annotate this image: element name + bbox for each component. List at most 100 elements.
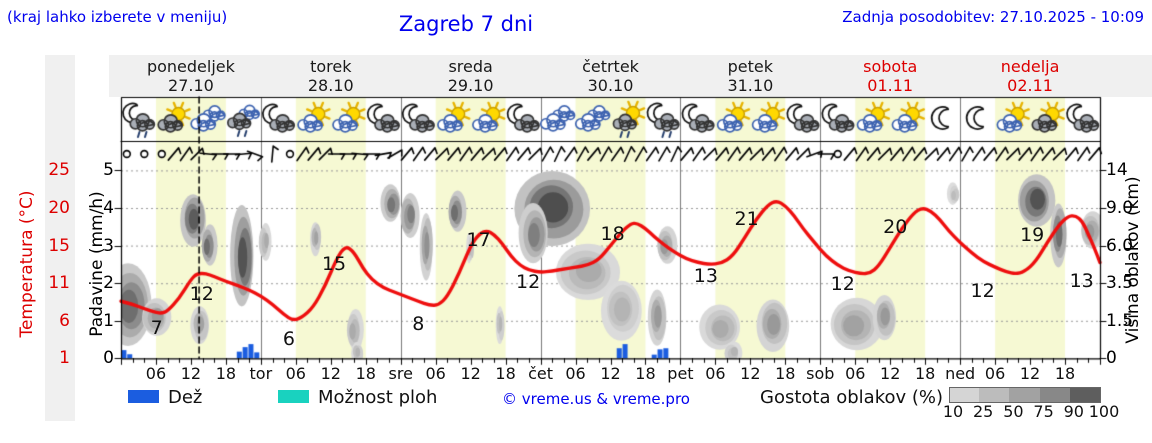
hour-label: 18 [355,364,376,383]
density-scale-segment [1039,387,1070,403]
temp-value-label: 8 [412,312,425,335]
day-header-ponedeljek: ponedeljek 27.10 [126,57,256,95]
hour-label: 06 [565,364,586,383]
density-tick-50: 50 [1003,402,1024,421]
day-header-sreda: sreda 29.10 [406,57,536,95]
hour-label: 18 [215,364,237,383]
temp-tick-6: 6 [59,310,70,331]
day-name: sobota [863,57,918,76]
day-header-četrtek: četrtek 30.10 [546,57,676,95]
day-header-petek: petek 31.10 [685,57,815,95]
hour-label: 18 [775,364,796,383]
showers-legend-swatch [278,390,309,403]
hour-label: 12 [320,364,341,383]
density-scale-segment [1069,387,1101,403]
temp-value-label: 12 [189,282,214,305]
hour-label: 12 [460,364,481,383]
hour-label: 18 [914,364,936,383]
day-name: petek [727,57,774,76]
day-date: 01.11 [867,76,914,95]
day-date: 27.10 [168,76,214,95]
height-tick-3.5: 3.5 [1106,273,1134,294]
hour-label: 18 [635,364,656,383]
hour-label: 06 [285,364,306,383]
hour-label: 06 [705,364,726,383]
hour-label: 12 [880,364,901,383]
showers-legend-label: Možnost ploh [318,387,438,408]
day-abbr-sob: sob [806,364,835,383]
precip-tick-3: 3 [103,235,114,256]
day-header-sobota: sobota 01.11 [825,57,955,95]
copyright-link[interactable]: © vreme.us & vreme.pro [502,390,690,408]
temp-value-label: 18 [600,222,625,245]
day-date: 31.10 [727,76,774,95]
day-abbr-čet: čet [528,364,554,383]
hour-label: 06 [845,364,866,383]
temp-value-label: 12 [516,271,541,294]
precip-tick-1: 1 [103,310,114,331]
day-header-torek: torek 28.10 [266,57,396,95]
hour-label: 12 [1019,364,1041,383]
temp-value-label: 21 [734,207,759,230]
day-abbr-tor: tor [249,364,273,383]
day-abbr-sre: sre [388,364,413,383]
temp-value-label: 13 [1069,270,1094,293]
temp-value-label: 7 [150,316,163,339]
location-hint: (kraj lahko izberete v meniju) [7,8,228,26]
density-tick-75: 75 [1033,402,1054,421]
temp-tick-20: 20 [48,198,70,218]
density-tick-90: 90 [1063,402,1084,421]
temp-value-label: 15 [321,252,347,275]
day-abbr-pet: pet [667,364,694,383]
density-scale-segment [979,387,1010,403]
temp-value-label: 13 [693,265,718,288]
day-name: nedelja [1000,57,1060,76]
density-scale-segment [1009,387,1040,403]
precip-tick-4: 4 [103,198,114,218]
precip-tick-2: 2 [103,273,114,294]
day-date: 02.11 [1007,76,1053,95]
hour-label: 12 [180,364,202,383]
density-scale-segment [949,387,981,403]
day-name: sreda [448,57,493,76]
last-update: Zadnja posodobitev: 27.10.2025 - 10:09 [842,8,1144,26]
temp-tick-1: 1 [59,348,70,369]
page-title: Zagreb 7 dni [398,12,534,36]
cloud-density-label: Gostota oblakov (%) [760,387,944,408]
temp-value-label: 19 [1020,224,1045,247]
height-tick-1.5: 1.5 [1106,310,1134,331]
temp-value-label: 6 [282,327,295,350]
hour-label: 12 [740,364,761,383]
height-tick-6.0: 6.0 [1106,235,1134,256]
temp-value-label: 17 [466,228,491,251]
hour-label: 06 [984,364,1006,383]
hour-label: 18 [495,364,516,383]
day-date: 30.10 [587,76,634,95]
height-tick-14: 14 [1106,160,1128,181]
density-tick-10: 10 [942,402,964,421]
height-tick-9.0: 9.0 [1106,198,1134,218]
density-tick-100: 100 [1088,402,1120,421]
height-tick-0: 0 [1106,348,1117,369]
rain-legend-swatch [128,390,159,403]
day-date: 29.10 [447,76,494,95]
hour-label: 18 [1054,364,1076,383]
temp-value-label: 12 [830,272,855,295]
day-name: ponedeljek [146,57,235,76]
temp-tick-25: 25 [48,160,70,181]
temp-value-label: 20 [883,215,908,238]
hour-label: 06 [145,364,167,383]
hour-label: 06 [425,364,446,383]
day-name: torek [310,57,352,76]
day-name: četrtek [582,57,639,76]
day-date: 28.10 [307,76,354,95]
precip-tick-5: 5 [103,160,114,181]
day-abbr-ned: ned [945,364,976,383]
density-tick-25: 25 [973,402,994,421]
day-header-nedelja: nedelja 02.11 [965,57,1095,95]
precip-tick-0: 0 [103,348,114,369]
temp-tick-15: 15 [48,235,70,256]
